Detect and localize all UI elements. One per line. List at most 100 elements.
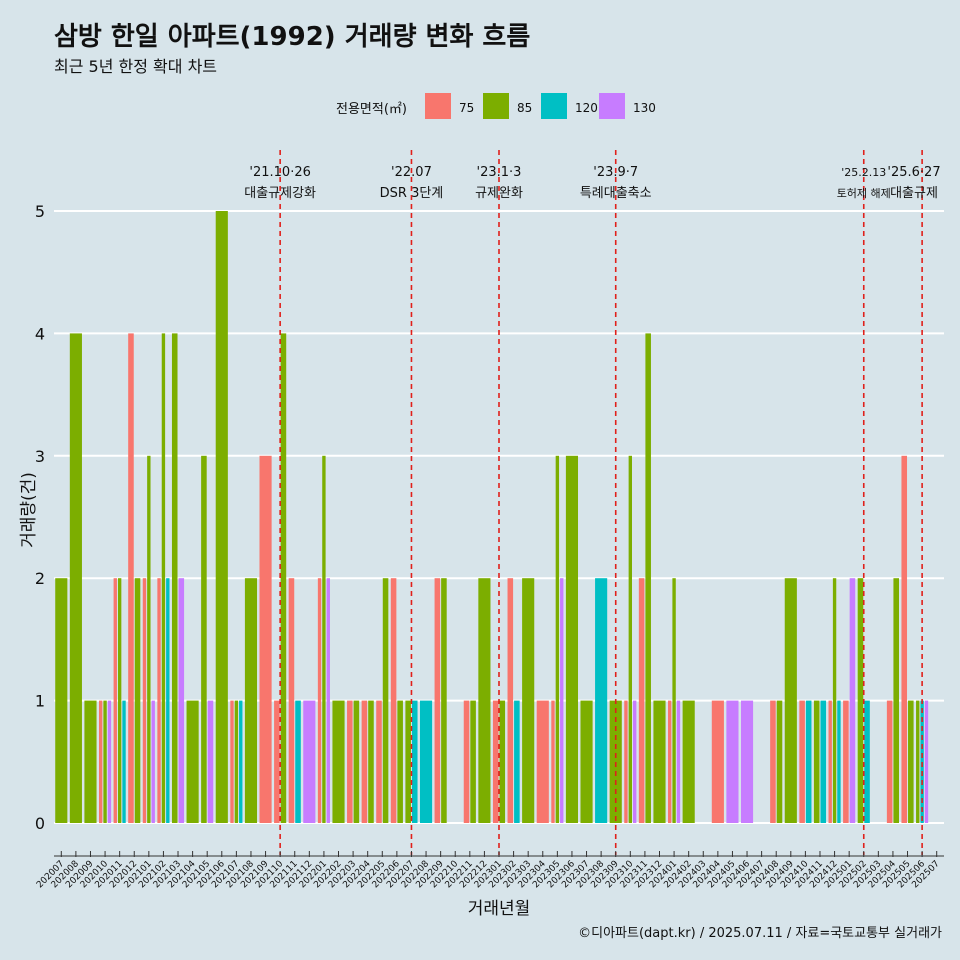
bar	[470, 700, 476, 823]
bar	[565, 455, 579, 823]
bar	[147, 455, 151, 823]
bar	[239, 700, 243, 823]
y-tick-label: 0	[35, 814, 45, 833]
bar	[280, 333, 287, 823]
y-tick-label: 4	[35, 324, 45, 343]
bar	[886, 700, 893, 823]
bar	[107, 700, 112, 823]
bar	[672, 578, 676, 823]
bar	[122, 700, 126, 823]
legend-label: 130	[633, 101, 656, 115]
legend-label: 85	[517, 101, 532, 115]
bar	[234, 700, 239, 823]
bar	[478, 578, 491, 823]
bar	[259, 455, 272, 823]
event-label: 규제완화	[475, 186, 523, 201]
bar	[171, 333, 178, 823]
bar	[390, 578, 397, 823]
legend-label: 75	[459, 101, 474, 115]
bar	[653, 700, 666, 823]
bar	[117, 578, 122, 823]
bar	[645, 333, 651, 823]
bar	[376, 700, 382, 823]
bar	[857, 578, 864, 823]
bar	[849, 578, 856, 823]
bar	[776, 700, 783, 823]
legend-swatch	[425, 93, 451, 119]
bar	[813, 700, 820, 823]
bar	[55, 578, 68, 823]
bar	[295, 700, 301, 823]
bar	[103, 700, 107, 823]
bar	[916, 700, 920, 823]
bar	[799, 700, 805, 823]
bar	[920, 700, 924, 823]
legend-swatch	[483, 93, 509, 119]
chart-subtitle: 최근 5년 한정 확대 차트	[54, 57, 218, 76]
event-label: 특례대출축소	[580, 186, 652, 201]
bar	[230, 700, 234, 823]
bar	[411, 700, 418, 823]
bar	[837, 700, 841, 823]
event-date: '21.10·26	[249, 165, 310, 180]
y-axis-title: 거래량(건)	[19, 472, 39, 548]
bar	[609, 700, 622, 823]
bar	[157, 578, 161, 823]
bar	[288, 578, 295, 823]
y-tick-label: 5	[35, 202, 45, 221]
event-label: 토허제 해제	[837, 186, 891, 200]
legend-swatch	[541, 93, 567, 119]
bar	[142, 578, 147, 823]
bar	[215, 211, 228, 823]
legend-swatch	[599, 93, 625, 119]
event-date: '23.1·3	[477, 165, 522, 180]
bar	[828, 700, 832, 823]
chart-title: 삼방 한일 아파트(1992) 거래량 변화 흐름	[54, 22, 531, 52]
bar	[580, 700, 593, 823]
bar	[317, 578, 322, 823]
bar	[353, 700, 360, 823]
y-tick-label: 1	[35, 692, 45, 711]
bar	[332, 700, 345, 823]
bar	[434, 578, 441, 823]
bar	[361, 700, 368, 823]
bar	[322, 455, 326, 823]
event-label: DSR 3단계	[380, 186, 444, 201]
bar	[99, 700, 103, 823]
bar	[908, 700, 914, 823]
bar	[347, 700, 353, 823]
bar	[69, 333, 82, 823]
bar	[843, 700, 849, 823]
bar	[507, 578, 514, 823]
bar	[207, 700, 214, 823]
bar	[134, 578, 141, 823]
bar	[166, 578, 170, 823]
bar	[555, 455, 560, 823]
bar	[805, 700, 812, 823]
bar	[726, 700, 739, 823]
chart-caption: ©디아파트(dapt.kr) / 2025.07.11 / 자료=국토교통부 실…	[578, 926, 942, 941]
bar	[901, 455, 908, 823]
bar	[784, 578, 797, 823]
y-tick-label: 2	[35, 569, 45, 588]
bar	[441, 578, 447, 823]
bar	[820, 700, 827, 823]
bar	[682, 700, 695, 823]
bar	[397, 700, 403, 823]
bar	[638, 578, 645, 823]
bar	[463, 700, 470, 823]
event-date: '23.9·7	[593, 165, 638, 180]
event-date: '25.6·27	[887, 165, 940, 180]
legend-title: 전용면적(㎡)	[336, 102, 407, 117]
event-label: 대출규제강화	[244, 186, 316, 201]
bar	[514, 700, 520, 823]
bar	[924, 700, 929, 823]
y-tick-label: 3	[35, 447, 45, 466]
bar	[492, 700, 499, 823]
bar	[178, 578, 185, 823]
bar	[84, 700, 97, 823]
bar	[676, 700, 681, 823]
bar	[628, 455, 632, 823]
bar	[864, 700, 870, 823]
